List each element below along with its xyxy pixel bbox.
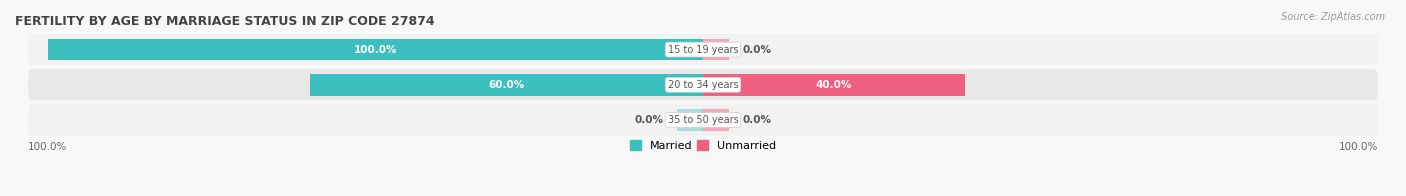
Text: FERTILITY BY AGE BY MARRIAGE STATUS IN ZIP CODE 27874: FERTILITY BY AGE BY MARRIAGE STATUS IN Z…: [15, 15, 434, 28]
Bar: [676, 109, 703, 131]
Text: 0.0%: 0.0%: [742, 115, 772, 125]
FancyBboxPatch shape: [28, 69, 1378, 100]
Text: 15 to 19 years: 15 to 19 years: [668, 44, 738, 54]
Text: 0.0%: 0.0%: [634, 115, 664, 125]
Bar: [703, 74, 965, 96]
Text: 60.0%: 60.0%: [488, 80, 524, 90]
Text: 20 to 34 years: 20 to 34 years: [668, 80, 738, 90]
Text: 35 to 50 years: 35 to 50 years: [668, 115, 738, 125]
Text: Source: ZipAtlas.com: Source: ZipAtlas.com: [1281, 12, 1385, 22]
Text: 0.0%: 0.0%: [742, 44, 772, 54]
Text: 100.0%: 100.0%: [354, 44, 396, 54]
FancyBboxPatch shape: [28, 34, 1378, 65]
FancyBboxPatch shape: [28, 104, 1378, 136]
Bar: [48, 39, 703, 61]
Bar: [703, 109, 730, 131]
Legend: Married, Unmarried: Married, Unmarried: [626, 136, 780, 155]
Text: 40.0%: 40.0%: [815, 80, 852, 90]
Bar: [703, 39, 730, 61]
Bar: [309, 74, 703, 96]
